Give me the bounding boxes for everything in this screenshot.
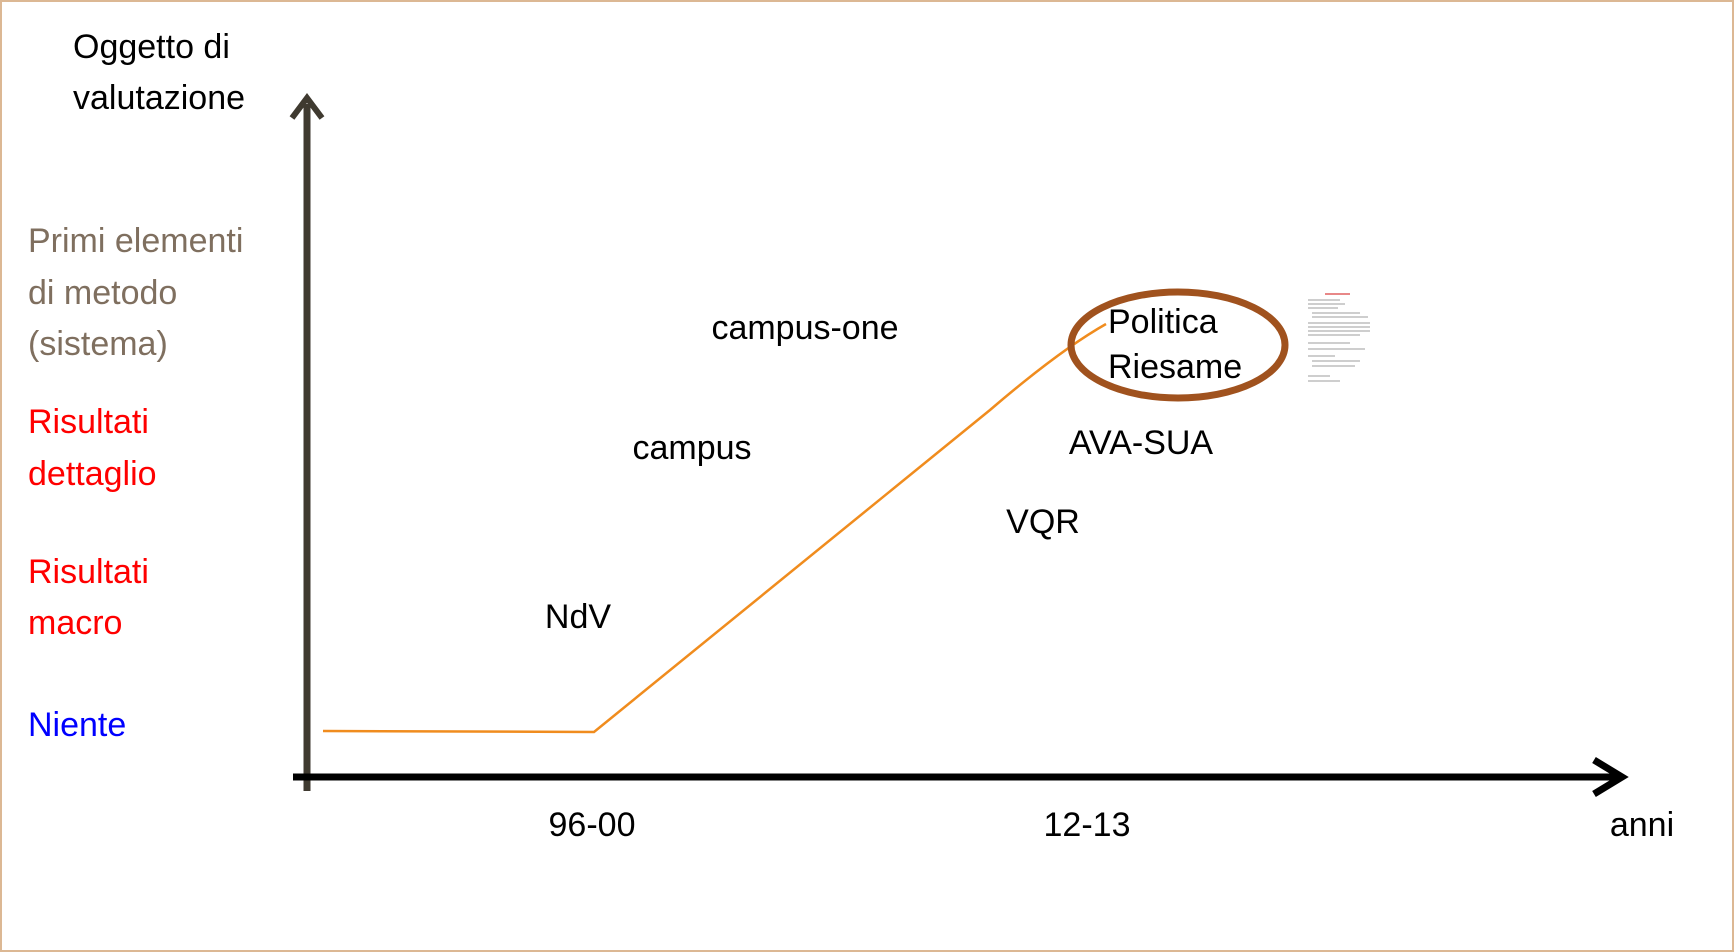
level-label: macro	[28, 604, 122, 642]
level-label: Risultati	[28, 403, 149, 441]
highlight-label: Riesame	[1108, 348, 1242, 386]
document-thumbnail	[1305, 290, 1371, 387]
event-label: campus-one	[711, 309, 898, 347]
y-axis-title: valutazione	[73, 79, 245, 117]
event-label: VQR	[1006, 503, 1080, 541]
level-label: (sistema)	[28, 325, 168, 363]
level-label: Primi elementi	[28, 222, 243, 260]
event-label: AVA-SUA	[1069, 424, 1214, 462]
level-label: dettaglio	[28, 455, 157, 493]
y-axis-title: Oggetto di	[73, 28, 230, 66]
level-label: di metodo	[28, 274, 177, 312]
event-label: NdV	[545, 598, 611, 636]
slide-frame	[1, 1, 1733, 951]
level-label: Risultati	[28, 553, 149, 591]
slide: Oggetto di valutazione Primi elementi di…	[0, 0, 1734, 952]
event-label: campus	[632, 429, 751, 467]
x-axis-title: anni	[1610, 806, 1674, 844]
x-label: 96-00	[549, 806, 636, 844]
highlight-label: Politica	[1108, 303, 1218, 341]
level-label: Niente	[28, 706, 126, 744]
x-label: 12-13	[1044, 806, 1131, 844]
